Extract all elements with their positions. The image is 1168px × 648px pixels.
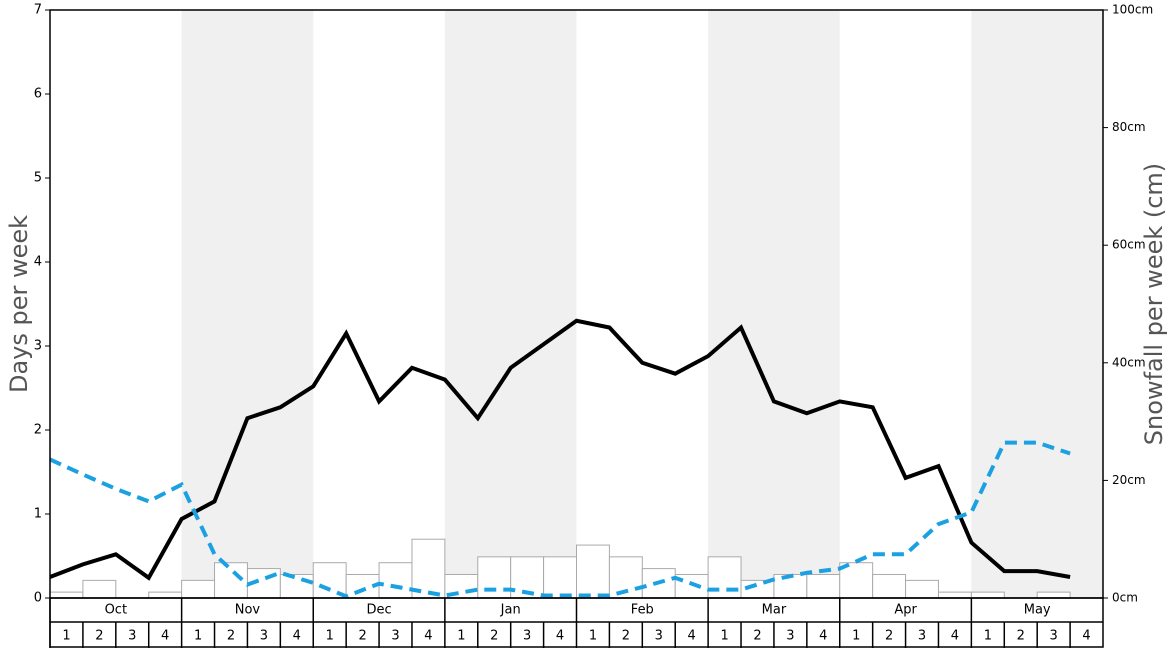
bar — [543, 556, 577, 599]
week-label: 2 — [885, 629, 893, 644]
bar — [82, 579, 117, 599]
week-label: 3 — [260, 629, 268, 644]
week-label: 3 — [523, 629, 531, 644]
bar — [477, 556, 512, 599]
bar — [214, 562, 248, 599]
week-label: 1 — [984, 629, 992, 644]
bar — [148, 591, 183, 599]
week-label: 3 — [786, 629, 794, 644]
month-label: Jan — [500, 603, 521, 618]
bar — [181, 579, 216, 599]
week-label: 3 — [128, 629, 136, 644]
bar — [378, 562, 413, 599]
week-label: 1 — [720, 629, 728, 644]
month-label: Mar — [762, 603, 787, 618]
y2-tick-label: 20cm — [1112, 473, 1146, 487]
week-label: 4 — [556, 629, 564, 644]
week-label: 2 — [490, 629, 498, 644]
week-label: 3 — [1050, 629, 1058, 644]
month-label: Oct — [105, 603, 127, 618]
bar — [970, 591, 1005, 599]
month-label: Dec — [366, 603, 391, 618]
week-label: 4 — [1082, 629, 1090, 644]
week-label: 4 — [161, 629, 169, 644]
bar — [576, 544, 610, 599]
bar — [937, 591, 972, 599]
week-label: 2 — [622, 629, 630, 644]
week-label: 4 — [951, 629, 959, 644]
y-tick-label: 3 — [34, 339, 42, 354]
week-label: 3 — [918, 629, 926, 644]
week-label: 3 — [655, 629, 663, 644]
y-tick-label: 1 — [34, 507, 42, 522]
y-tick-label: 5 — [34, 171, 42, 186]
month-shade — [181, 10, 314, 598]
month-label: Feb — [631, 603, 654, 618]
week-label: 2 — [753, 629, 761, 644]
week-label: 1 — [62, 629, 70, 644]
week-label: 2 — [358, 629, 366, 644]
week-label: 2 — [95, 629, 103, 644]
y-axis-label: Days per week — [5, 215, 33, 393]
bar — [806, 573, 841, 599]
bar — [1036, 591, 1071, 599]
bar — [905, 579, 939, 599]
y-tick-label: 6 — [34, 87, 42, 102]
month-label: May — [1024, 603, 1051, 618]
week-label: 4 — [424, 629, 432, 644]
week-label: 1 — [194, 629, 202, 644]
bar — [872, 573, 907, 599]
y-tick-label: 7 — [34, 3, 42, 18]
y-tick-label: 4 — [34, 255, 42, 270]
line-series — [49, 440, 1071, 599]
week-label: 1 — [326, 629, 334, 644]
week-label: 1 — [589, 629, 597, 644]
bar — [839, 562, 874, 599]
y-tick-label: 0 — [34, 591, 42, 606]
month-shade — [971, 10, 1103, 598]
week-label: 1 — [457, 629, 465, 644]
bar — [49, 591, 84, 599]
line-series — [49, 318, 1071, 581]
bar — [411, 538, 446, 599]
y-tick-label: 2 — [34, 423, 42, 438]
week-label: 4 — [688, 629, 696, 644]
week-label: 4 — [819, 629, 827, 644]
bar — [279, 573, 314, 599]
y2-tick-label: 40cm — [1112, 355, 1146, 369]
y2-axis-label: Snowfall per week (cm) — [1140, 163, 1168, 445]
week-label: 2 — [1017, 629, 1025, 644]
month-label: Apr — [894, 603, 917, 618]
week-label: 2 — [227, 629, 235, 644]
week-label: 1 — [852, 629, 860, 644]
y2-tick-label: 100cm — [1112, 3, 1153, 17]
y2-tick-label: 60cm — [1112, 238, 1146, 252]
bar — [707, 556, 742, 599]
y2-tick-label: 80cm — [1112, 120, 1146, 134]
month-shade — [708, 10, 840, 598]
week-label: 3 — [391, 629, 399, 644]
y2-tick-label: 0cm — [1112, 591, 1138, 605]
month-label: Nov — [235, 603, 261, 618]
month-shade — [444, 10, 577, 598]
week-label: 4 — [293, 629, 301, 644]
